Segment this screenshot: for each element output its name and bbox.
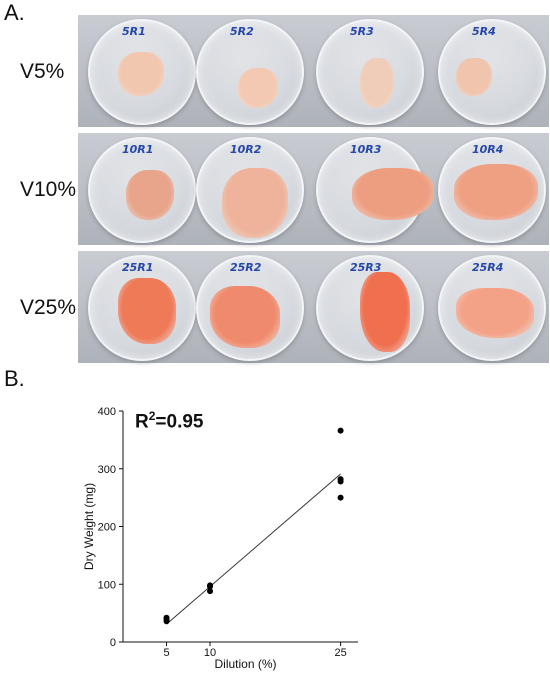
dish-label: 25R2: [230, 261, 262, 274]
data-point: [337, 476, 344, 483]
petri-dish: [88, 19, 196, 125]
tissue-sample: [210, 286, 280, 348]
tissue-sample: [238, 68, 278, 108]
tissue-sample: [456, 58, 492, 96]
data-point: [337, 427, 344, 434]
x-axis-title: Dilution (%): [214, 657, 276, 671]
dish-label: 10R3: [350, 143, 382, 156]
row-label: V25%: [20, 296, 77, 319]
x-tick-label: 5: [163, 647, 169, 659]
x-tick-label: 25: [334, 647, 346, 659]
tissue-sample: [454, 164, 538, 220]
tissue-sample: [118, 52, 164, 96]
data-point: [207, 588, 214, 595]
y-axis-title: Dry Weight (mg): [82, 483, 96, 570]
row-separator: [78, 130, 549, 133]
r2-prefix: R: [135, 411, 149, 433]
tissue-sample: [126, 170, 174, 220]
y-tick-label: 0: [110, 637, 116, 649]
data-point: [207, 582, 214, 589]
dish-label: 5R1: [122, 25, 146, 38]
dish-label: 25R4: [472, 261, 504, 274]
dish-label: 10R4: [472, 143, 504, 156]
tissue-sample: [456, 288, 534, 338]
r2-value: =0.95: [155, 411, 204, 433]
row-label: V10%: [20, 178, 77, 201]
x-tick-label: 10: [204, 647, 216, 659]
regression-line: [166, 473, 341, 625]
dish-label: 25R1: [122, 261, 154, 274]
tissue-sample: [118, 278, 176, 344]
row-separator: [78, 248, 549, 251]
dish-label: 10R1: [122, 143, 154, 156]
data-point: [337, 494, 344, 501]
panel-a-label: A.: [4, 0, 25, 25]
r2-superscript: 2: [148, 409, 156, 423]
y-tick-label: 100: [98, 579, 116, 591]
y-tick-label: 400: [98, 406, 116, 418]
y-tick-label: 200: [98, 522, 116, 534]
dish-label: 5R4: [472, 25, 496, 38]
data-point: [163, 614, 170, 621]
tissue-sample: [352, 168, 434, 220]
dish-label: 5R3: [350, 25, 374, 38]
dish-label: 5R2: [230, 25, 254, 38]
tissue-sample: [360, 272, 410, 352]
dish-label: 25R3: [350, 261, 382, 274]
tissue-sample: [360, 58, 394, 108]
panel-b-label: B.: [4, 366, 25, 391]
tissue-sample: [222, 168, 288, 238]
r-squared-annotation: R2=0.95: [135, 409, 204, 433]
y-tick-label: 300: [98, 464, 116, 476]
row-label: V5%: [20, 60, 65, 83]
dish-label: 10R2: [230, 143, 262, 156]
